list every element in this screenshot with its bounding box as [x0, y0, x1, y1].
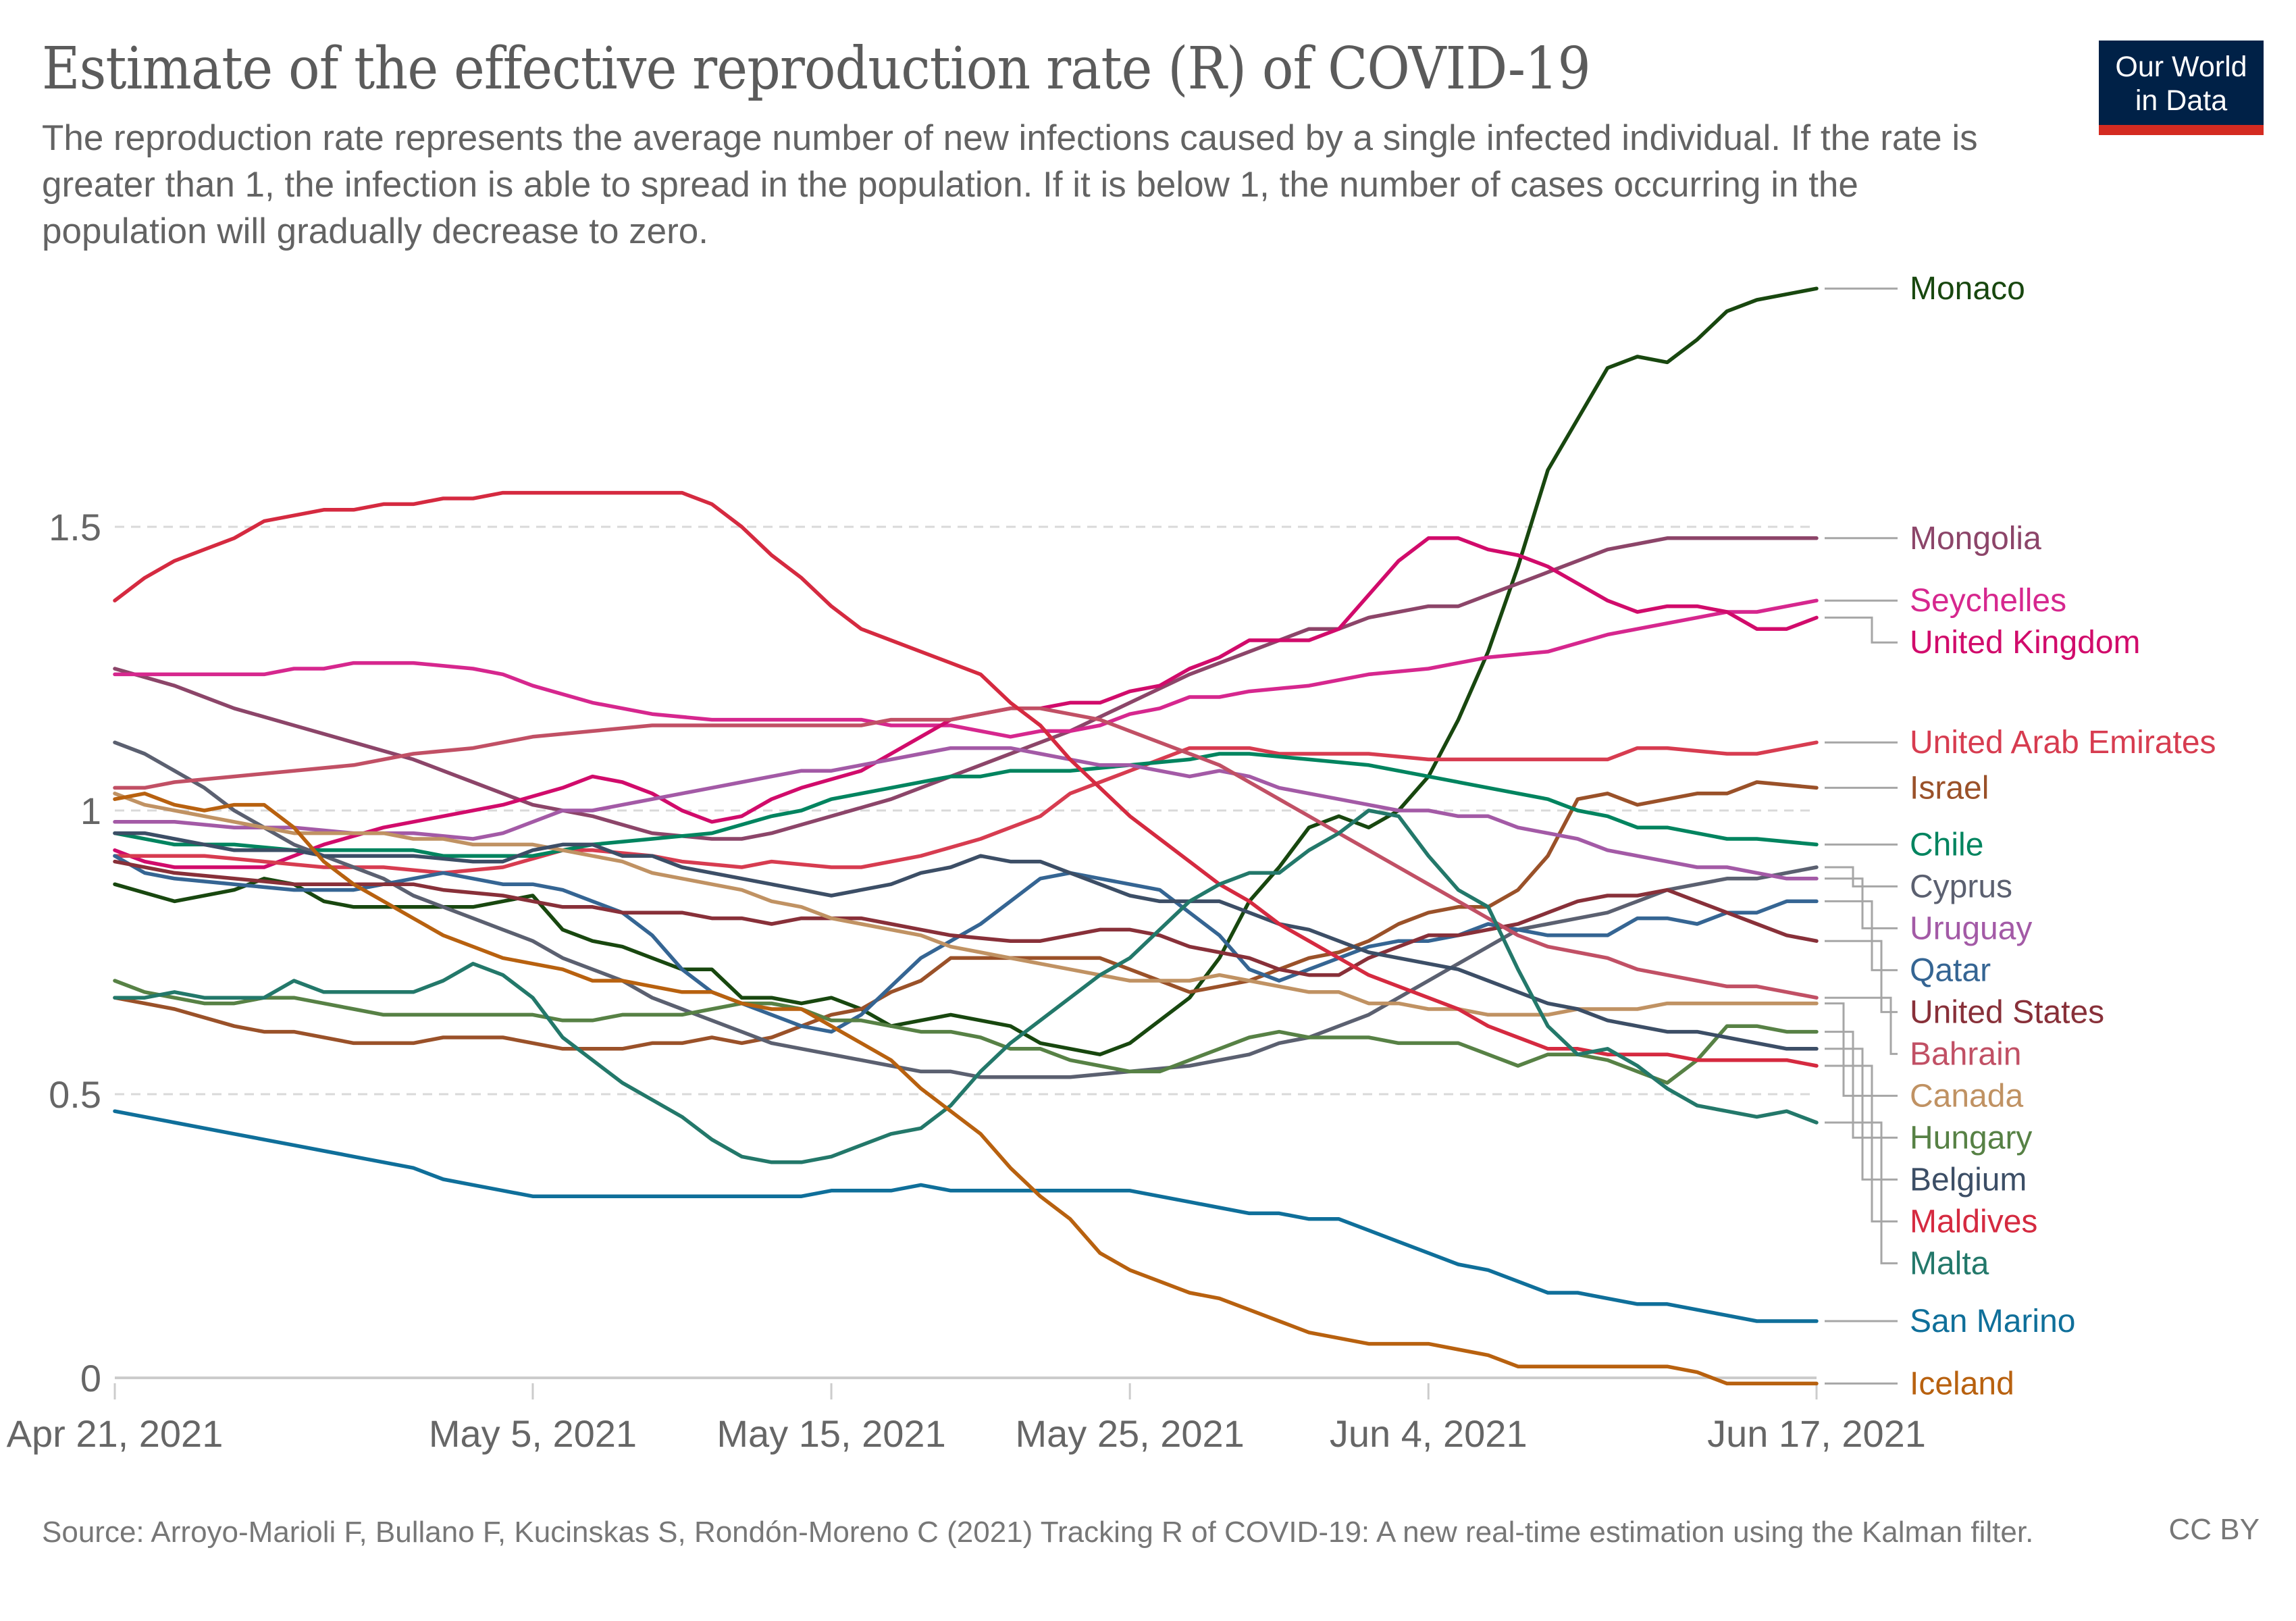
series-line-qatar[interactable] [113, 854, 1819, 1034]
legend-label-hungary[interactable]: Hungary [1910, 1120, 2032, 1156]
x-tick-label: Jun 17, 2021 [1707, 1412, 1926, 1455]
x-tick-label: May 5, 2021 [429, 1412, 637, 1455]
legend-label-mongolia[interactable]: Mongolia [1910, 521, 2041, 557]
x-tick-label: Apr 21, 2021 [7, 1412, 224, 1455]
license-label[interactable]: CC BY [2168, 1513, 2260, 1546]
y-tick-label: 0 [80, 1357, 101, 1399]
legend-connector [1825, 1048, 1898, 1181]
x-axis: Apr 21, 2021 May 5, 2021 May 15, 2021 May 2… [7, 1383, 1926, 1455]
series-line-belgium[interactable] [113, 831, 1819, 1051]
legend-label-bahrain[interactable]: Bahrain [1910, 1036, 2021, 1072]
legend-connector [1825, 1121, 1898, 1264]
legend-connector [1825, 996, 1898, 1055]
series-line-chile[interactable] [113, 752, 1819, 858]
legend-label-canada[interactable]: Canada [1910, 1078, 2023, 1114]
legend-label-united-kingdom[interactable]: United Kingdom [1910, 625, 2141, 661]
y-tick-label: 1 [80, 790, 101, 832]
legend-connector [1825, 866, 1898, 887]
series-line-united-arab-emirates[interactable] [113, 740, 1819, 875]
series-line-mongolia[interactable] [113, 536, 1819, 841]
series-line-monaco[interactable] [113, 286, 1819, 1056]
logo-accent-bar [2099, 125, 2264, 135]
logo-text: Our World in Data [2099, 50, 2264, 118]
legend-label-maldives[interactable]: Maldives [1910, 1204, 2037, 1239]
chart-title: Estimate of the effective reproduction r… [42, 35, 1591, 103]
series-lines [113, 286, 1819, 1386]
legend-label-malta[interactable]: Malta [1910, 1245, 1989, 1281]
series-line-san-marino[interactable] [113, 1109, 1819, 1323]
source-note: Source: Arroyo-Marioli F, Bullano F, Kuc… [42, 1516, 2034, 1549]
legend-label-san-marino[interactable]: San Marino [1910, 1304, 2075, 1339]
y-tick-label: 0.5 [49, 1073, 101, 1116]
legend-label-seychelles[interactable]: Seychelles [1910, 583, 2066, 619]
legend-label-iceland[interactable]: Iceland [1910, 1366, 2014, 1401]
x-tick-label: May 15, 2021 [716, 1412, 945, 1455]
series-line-united-kingdom[interactable] [113, 536, 1819, 869]
legend-label-israel[interactable]: Israel [1910, 770, 1989, 806]
y-axis: 0 0.5 1 1.5 [49, 506, 101, 1399]
legend-label-belgium[interactable]: Belgium [1910, 1162, 2027, 1198]
x-tick-label: May 25, 2021 [1015, 1412, 1244, 1455]
legend-connector [1825, 1031, 1898, 1139]
gridlines [115, 525, 1817, 1379]
legend-label-qatar[interactable]: Qatar [1910, 952, 1991, 988]
series-line-iceland[interactable] [113, 792, 1819, 1386]
y-tick-label: 1.5 [49, 506, 101, 548]
series-line-hungary[interactable] [113, 979, 1819, 1085]
series-line-cyprus[interactable] [113, 740, 1819, 1079]
legend-connector [1825, 900, 1898, 971]
series-line-israel[interactable] [113, 780, 1819, 1051]
series-line-bahrain[interactable] [113, 706, 1819, 1000]
legend-labels: Monaco Mongolia Seychelles United Kingdom Un… [1825, 271, 2216, 1401]
legend-label-monaco[interactable]: Monaco [1910, 271, 2025, 307]
legend-label-united-states[interactable]: United States [1910, 994, 2104, 1030]
legend-connector [1825, 616, 1898, 644]
series-line-uruguay[interactable] [113, 746, 1819, 881]
legend-label-cyprus[interactable]: Cyprus [1910, 869, 2012, 904]
legend-connector [1825, 1064, 1898, 1223]
legend-label-uruguay[interactable]: Uruguay [1910, 910, 2032, 946]
logo-line-2: in Data [2135, 84, 2228, 117]
series-line-malta[interactable] [113, 808, 1819, 1164]
our-world-in-data-logo[interactable]: Our World in Data [2099, 41, 2264, 135]
legend-label-chile[interactable]: Chile [1910, 827, 1983, 863]
chart-subtitle: The reproduction rate represents the ave… [42, 118, 1978, 251]
series-line-united-states[interactable] [113, 859, 1819, 977]
legend-connector [1825, 877, 1898, 929]
series-line-seychelles[interactable] [113, 598, 1819, 739]
logo-line-1: Our World [2115, 51, 2247, 83]
series-line-maldives[interactable] [113, 490, 1819, 1068]
legend-connector [1825, 940, 1898, 1013]
legend-label-united-arab-emirates[interactable]: United Arab Emirates [1910, 725, 2216, 761]
x-tick-label: Jun 4, 2021 [1330, 1412, 1528, 1455]
